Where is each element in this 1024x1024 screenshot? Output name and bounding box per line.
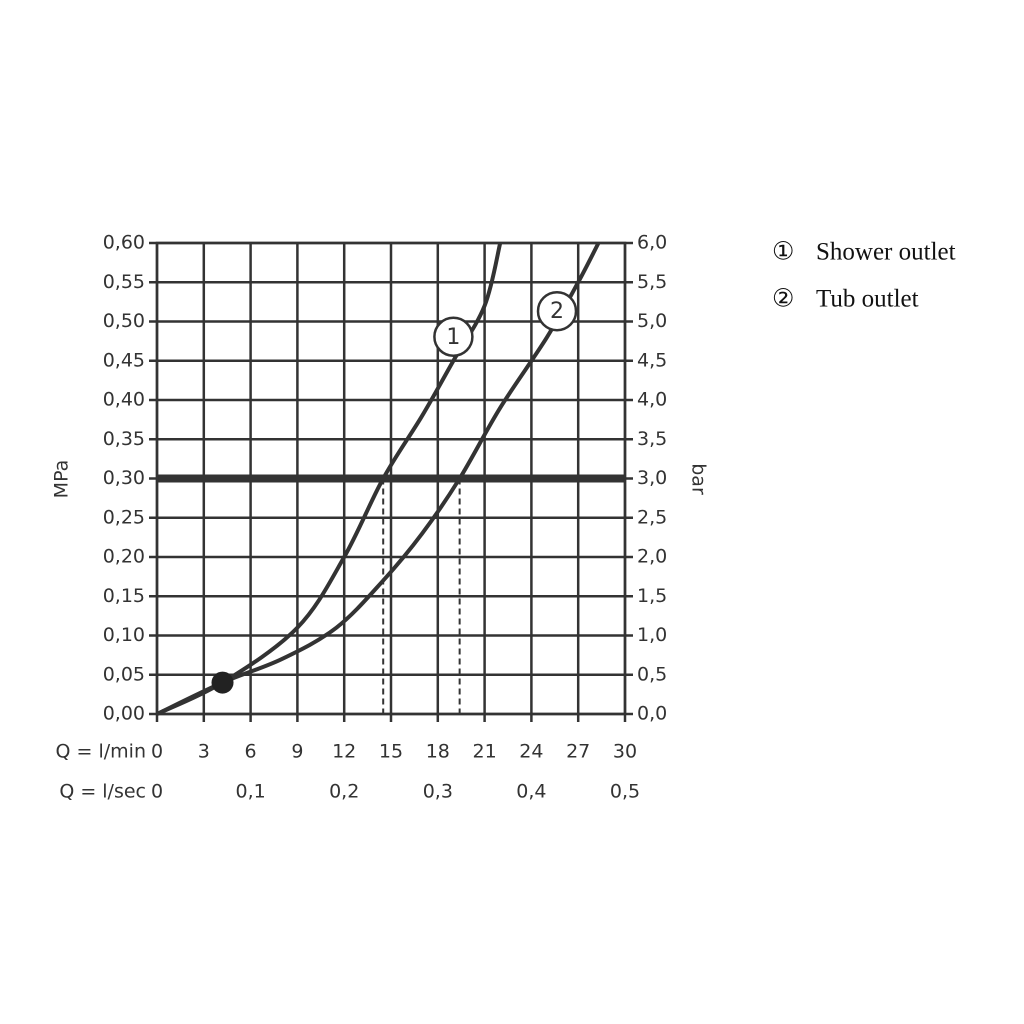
y-tick-label: 0,25 (103, 506, 145, 528)
legend-symbol: ① (772, 239, 794, 266)
plot-frame (155, 241, 627, 716)
x2-tick-label: 0,2 (329, 781, 359, 803)
x2-tick-label: 0,3 (423, 781, 453, 803)
x-tick-label: 9 (291, 741, 303, 763)
y-tick-label: 0,55 (103, 271, 145, 293)
x-tick-label: 15 (379, 741, 403, 763)
y2-tick-label: 5,0 (637, 310, 667, 332)
x-tick-label: 30 (613, 741, 637, 763)
curve-label-circle (433, 316, 474, 357)
y-tick-label: 0,60 (103, 232, 145, 254)
y-tick-label: 0,20 (103, 546, 145, 568)
y-tick-label: 0,05 (103, 663, 145, 685)
y2-tick-label: 6,0 (637, 232, 667, 254)
y2-tick-label: 5,5 (637, 271, 667, 293)
x-tick-label: 27 (566, 741, 590, 763)
x2-tick-label: 0,4 (516, 781, 546, 803)
curve-label: 2 (550, 299, 564, 324)
x-tick-label: 0 (151, 741, 163, 763)
x2-tick-label: 0 (151, 781, 163, 803)
y-tick-label: 0,40 (103, 389, 145, 411)
y2-tick-label: 4,5 (637, 349, 667, 371)
x-axis-label: Q = l/min (56, 741, 146, 763)
x-tick-label: 18 (426, 741, 450, 763)
y-tick-label: 0,00 (103, 703, 145, 725)
y2-tick-label: 0,0 (637, 703, 667, 725)
y2-tick-label: 2,0 (637, 546, 667, 568)
legend-label: Tub outlet (816, 286, 919, 313)
x-tick-label: 12 (332, 741, 356, 763)
y2-tick-label: 3,0 (637, 467, 667, 489)
curve-label: 1 (446, 325, 460, 350)
y-axis-label: MPa (51, 460, 73, 499)
x-tick-label: 21 (473, 741, 497, 763)
x2-tick-label: 0,1 (235, 781, 265, 803)
y2-tick-label: 0,5 (637, 663, 667, 685)
y-tick-label: 0,30 (103, 467, 145, 489)
y2-tick-label: 1,5 (637, 585, 667, 607)
y2-tick-label: 2,5 (637, 506, 667, 528)
y2-tick-label: 4,0 (637, 389, 667, 411)
legend-symbol: ② (772, 286, 794, 313)
y2-tick-label: 3,5 (637, 428, 667, 450)
x2-axis-label: Q = l/sec (59, 781, 146, 803)
x-tick-label: 24 (519, 741, 543, 763)
y-tick-label: 0,35 (103, 428, 145, 450)
x2-tick-label: 0,5 (610, 781, 640, 803)
y-tick-label: 0,15 (103, 585, 145, 607)
y-tick-label: 0,45 (103, 349, 145, 371)
operating-point (211, 671, 234, 694)
y2-tick-label: 1,0 (637, 624, 667, 646)
y2-axis-label: bar (688, 463, 710, 495)
legend-label: Shower outlet (816, 239, 956, 266)
curve (156, 242, 503, 716)
x-tick-label: 3 (198, 741, 210, 763)
y-tick-label: 0,50 (103, 310, 145, 332)
x-tick-label: 6 (245, 741, 257, 763)
y-tick-label: 0,10 (103, 624, 145, 646)
curve-label-circle (536, 290, 578, 332)
